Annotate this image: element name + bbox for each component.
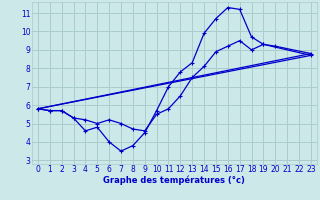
X-axis label: Graphe des températures (°c): Graphe des températures (°c) (103, 176, 245, 185)
